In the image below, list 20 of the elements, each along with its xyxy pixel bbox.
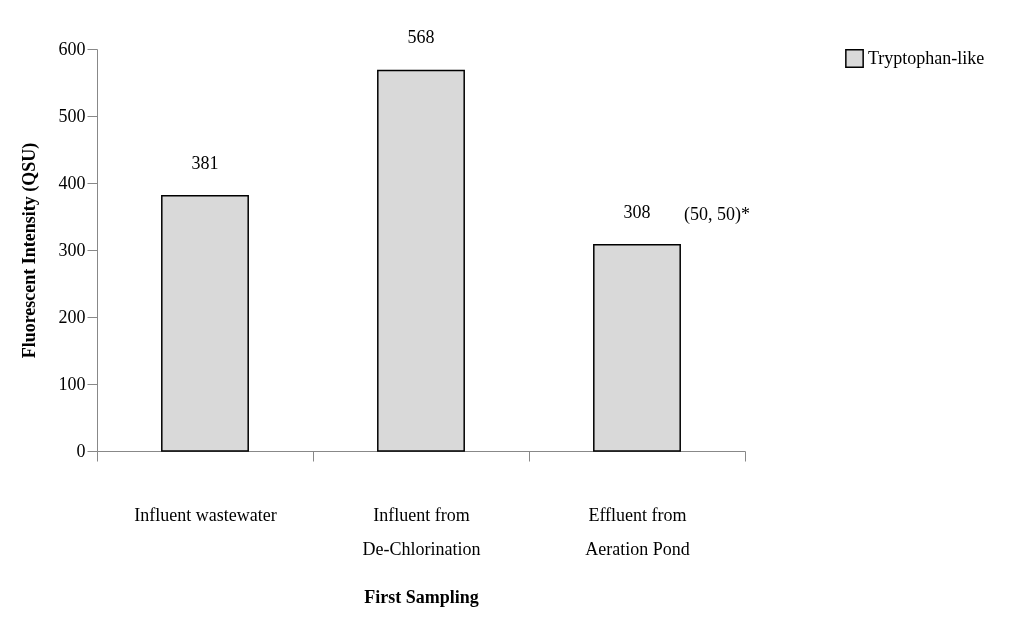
bar — [161, 194, 249, 452]
legend-label: Tryptophan-like — [868, 47, 985, 68]
data-label: 381 — [191, 152, 219, 173]
y-tick-label: 100 — [58, 373, 86, 394]
y-tick-label: 200 — [58, 306, 86, 327]
data-label: 568 — [407, 27, 435, 48]
x-tick-label: Effluent from Aeration Pond — [585, 504, 690, 559]
y-tick-label: 400 — [58, 172, 86, 193]
y-tick-label: 600 — [58, 38, 86, 59]
y-axis-title: Fluorescent Intensity (QSU) — [18, 142, 40, 359]
y-tick-label: 300 — [58, 239, 86, 260]
annotation: (50, 50)* — [684, 203, 750, 225]
y-tick-label: 500 — [58, 105, 86, 126]
x-tick-label: Influent wastewater — [134, 504, 277, 525]
bar — [593, 243, 681, 452]
bar — [377, 69, 465, 452]
data-label: 308 — [623, 201, 651, 222]
y-tick-label: 0 — [76, 440, 86, 461]
x-tick-label: Influent from De-Chlorination — [362, 504, 481, 559]
x-axis-title: First Sampling — [364, 586, 479, 607]
